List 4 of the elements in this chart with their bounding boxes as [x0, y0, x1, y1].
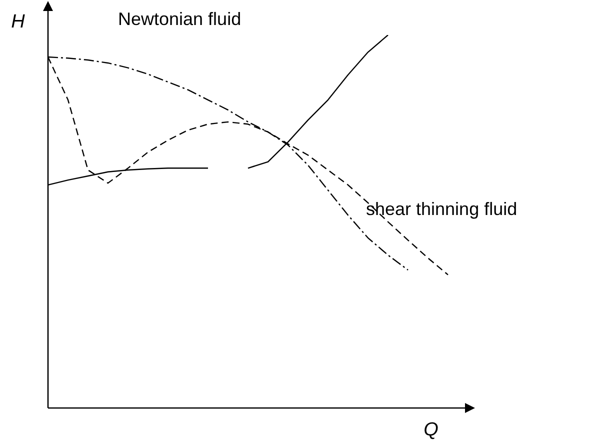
x-axis-title: Q — [424, 419, 439, 440]
series-label: shear thinning fluid — [366, 198, 518, 219]
series-label: Newtonian fluid — [118, 8, 242, 29]
y-axis-title: H — [11, 11, 26, 32]
